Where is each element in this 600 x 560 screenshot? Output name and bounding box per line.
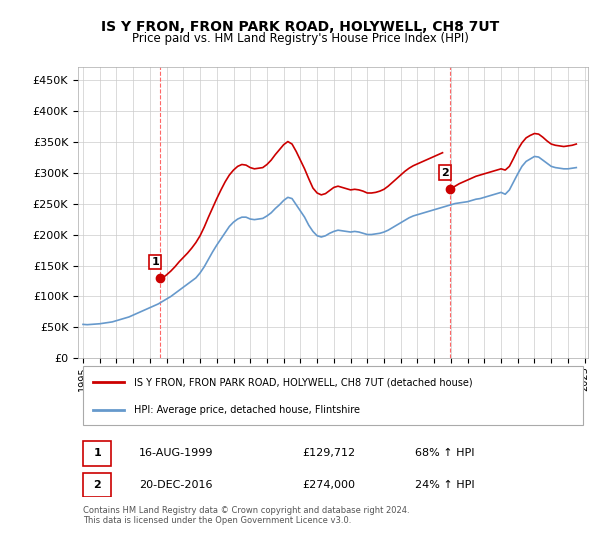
- Text: 24% ↑ HPI: 24% ↑ HPI: [415, 480, 474, 490]
- Text: Contains HM Land Registry data © Crown copyright and database right 2024.
This d: Contains HM Land Registry data © Crown c…: [83, 506, 410, 525]
- Text: 20-DEC-2016: 20-DEC-2016: [139, 480, 212, 490]
- FancyBboxPatch shape: [83, 473, 111, 497]
- Text: IS Y FRON, FRON PARK ROAD, HOLYWELL, CH8 7UT (detached house): IS Y FRON, FRON PARK ROAD, HOLYWELL, CH8…: [134, 377, 473, 387]
- Text: HPI: Average price, detached house, Flintshire: HPI: Average price, detached house, Flin…: [134, 405, 360, 415]
- FancyBboxPatch shape: [83, 366, 583, 425]
- Text: Price paid vs. HM Land Registry's House Price Index (HPI): Price paid vs. HM Land Registry's House …: [131, 32, 469, 45]
- Text: £129,712: £129,712: [302, 448, 356, 458]
- Text: 16-AUG-1999: 16-AUG-1999: [139, 448, 214, 458]
- Text: £274,000: £274,000: [302, 480, 355, 490]
- Text: 1: 1: [151, 257, 159, 267]
- Text: 1: 1: [93, 448, 101, 458]
- Text: 2: 2: [442, 167, 449, 178]
- Text: 2: 2: [93, 480, 101, 490]
- Text: 68% ↑ HPI: 68% ↑ HPI: [415, 448, 474, 458]
- Text: IS Y FRON, FRON PARK ROAD, HOLYWELL, CH8 7UT: IS Y FRON, FRON PARK ROAD, HOLYWELL, CH8…: [101, 20, 499, 34]
- FancyBboxPatch shape: [83, 441, 111, 465]
